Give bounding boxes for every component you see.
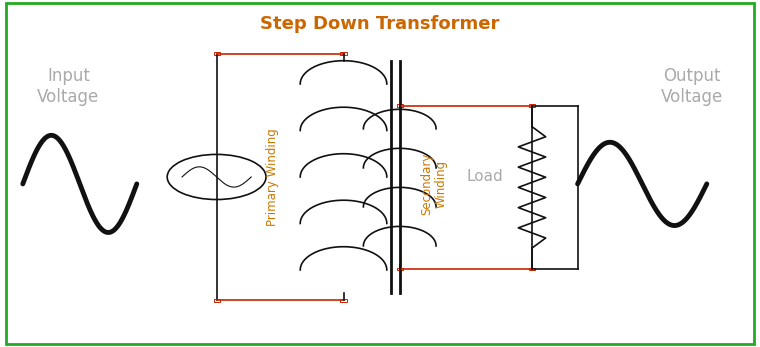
Text: Input
Voltage: Input Voltage	[37, 67, 100, 106]
Text: Output
Voltage: Output Voltage	[660, 67, 723, 106]
Text: Step Down Transformer: Step Down Transformer	[261, 15, 499, 33]
Text: Load: Load	[467, 169, 503, 185]
Bar	[529, 268, 535, 270]
Text: Primary Winding: Primary Winding	[266, 128, 279, 226]
Bar	[397, 104, 403, 107]
Bar	[340, 52, 347, 55]
Bar	[340, 299, 347, 302]
Bar	[529, 104, 535, 107]
Bar	[214, 299, 220, 302]
Bar	[214, 52, 220, 55]
Text: Secondary
Winding: Secondary Winding	[420, 153, 448, 215]
Bar	[397, 268, 403, 270]
